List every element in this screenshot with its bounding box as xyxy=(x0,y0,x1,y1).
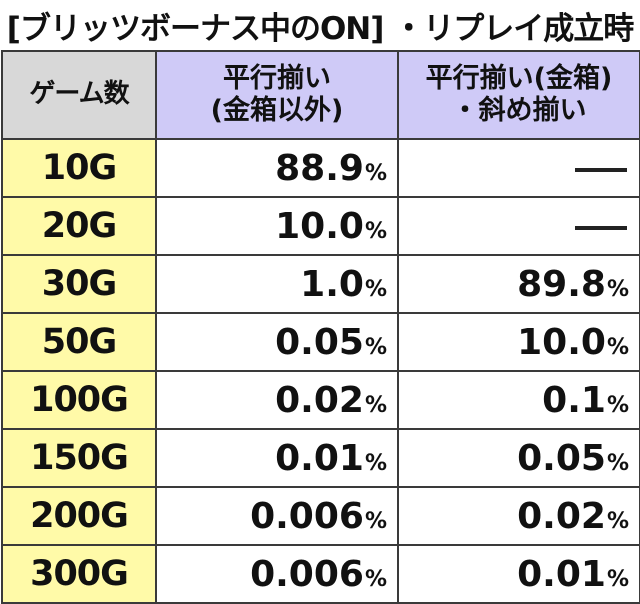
percent-sign: % xyxy=(364,160,387,186)
header-parallel-non-gold: 平行揃い (金箱以外) xyxy=(155,50,399,140)
page-title: [ブリッツボーナス中のON] ・リプレイ成立時 xyxy=(6,10,634,47)
header-game-count: ゲーム数 xyxy=(1,50,157,140)
percent-sign: % xyxy=(606,508,629,534)
percent-sign: % xyxy=(364,276,387,302)
table-row: 200G 0.006% 0.02% xyxy=(1,486,640,546)
probability-value: 0.02 xyxy=(517,495,606,537)
probability-value: 0.01 xyxy=(517,553,606,595)
probability-value: 0.006 xyxy=(250,553,364,595)
gold-diagonal-probability-cell: 0.02% xyxy=(397,486,640,546)
game-count-cell: 20G xyxy=(1,196,157,256)
gold-diagonal-probability-cell: 0.05% xyxy=(397,428,640,488)
non-gold-probability-cell: 0.01% xyxy=(155,428,399,488)
header-parallel-non-gold-line1: 平行揃い xyxy=(223,62,331,94)
table-row: 50G 0.05% 10.0% xyxy=(1,312,640,372)
non-gold-probability-cell: 88.9% xyxy=(155,138,399,198)
table-row: 100G 0.02% 0.1% xyxy=(1,370,640,430)
percent-sign: % xyxy=(606,450,629,476)
probability-value: 10.0 xyxy=(275,205,364,247)
probability-value: 0.1 xyxy=(542,379,606,421)
game-count-cell: 50G xyxy=(1,312,157,372)
game-count-cell: 100G xyxy=(1,370,157,430)
probability-value: 88.9 xyxy=(275,147,364,189)
header-parallel-non-gold-line2: (金箱以外) xyxy=(210,95,344,126)
percent-sign: % xyxy=(364,566,387,592)
probability-value: 10.0 xyxy=(517,321,606,363)
game-count-cell: 10G xyxy=(1,138,157,198)
table-row: 150G 0.01% 0.05% xyxy=(1,428,640,488)
percent-sign: % xyxy=(364,508,387,534)
percent-sign: % xyxy=(364,334,387,360)
dash-mark: — xyxy=(575,225,627,230)
percent-sign: % xyxy=(606,276,629,302)
game-count-cell: 30G xyxy=(1,254,157,314)
non-gold-probability-cell: 1.0% xyxy=(155,254,399,314)
probability-value: 0.02 xyxy=(275,379,364,421)
probability-value: 1.0 xyxy=(300,263,364,305)
table-row: 300G 0.006% 0.01% xyxy=(1,544,640,604)
percent-sign: % xyxy=(364,450,387,476)
header-parallel-gold-diagonal: 平行揃い(金箱) ・斜め揃い xyxy=(397,50,640,140)
gold-diagonal-probability-cell: 0.01% xyxy=(397,544,640,604)
gold-diagonal-probability-cell: 0.1% xyxy=(397,370,640,430)
table-row: 30G 1.0% 89.8% xyxy=(1,254,640,314)
non-gold-probability-cell: 10.0% xyxy=(155,196,399,256)
non-gold-probability-cell: 0.006% xyxy=(155,544,399,604)
percent-sign: % xyxy=(364,392,387,418)
percent-sign: % xyxy=(606,566,629,592)
game-count-cell: 150G xyxy=(1,428,157,488)
percent-sign: % xyxy=(606,334,629,360)
probability-value: 0.01 xyxy=(275,437,364,479)
header-diagonal-line2: ・斜め揃い xyxy=(451,95,587,126)
table-header-row: ゲーム数 平行揃い (金箱以外) 平行揃い(金箱) ・斜め揃い xyxy=(1,50,640,140)
game-count-cell: 300G xyxy=(1,544,157,604)
non-gold-probability-cell: 0.02% xyxy=(155,370,399,430)
percent-sign: % xyxy=(606,392,629,418)
dash-mark: — xyxy=(575,167,627,172)
probability-value: 89.8 xyxy=(517,263,606,305)
probability-value: 0.05 xyxy=(517,437,606,479)
probability-table: ゲーム数 平行揃い (金箱以外) 平行揃い(金箱) ・斜め揃い 10G 88.9%… xyxy=(1,50,640,604)
non-gold-probability-cell: 0.05% xyxy=(155,312,399,372)
probability-value: 0.05 xyxy=(275,321,364,363)
percent-sign: % xyxy=(364,218,387,244)
probability-value: 0.006 xyxy=(250,495,364,537)
gold-diagonal-probability-cell: — xyxy=(397,196,640,256)
gold-diagonal-probability-cell: 89.8% xyxy=(397,254,640,314)
gold-diagonal-probability-cell: 10.0% xyxy=(397,312,640,372)
header-parallel-gold-line1: 平行揃い(金箱) xyxy=(425,62,613,94)
gold-diagonal-probability-cell: — xyxy=(397,138,640,198)
game-count-cell: 200G xyxy=(1,486,157,546)
non-gold-probability-cell: 0.006% xyxy=(155,486,399,546)
